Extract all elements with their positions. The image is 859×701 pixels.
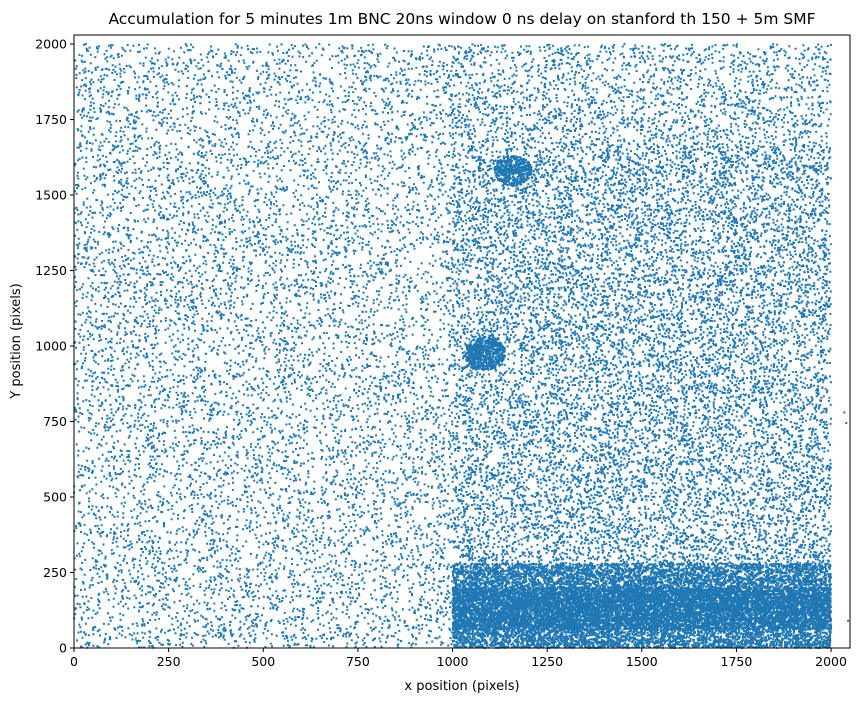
- outlier-point: [845, 422, 848, 425]
- x-tick-label: 0: [70, 654, 78, 669]
- x-tick-label: 750: [346, 654, 370, 669]
- chart-title: Accumulation for 5 minutes 1m BNC 20ns w…: [108, 10, 815, 28]
- y-tick-label: 750: [43, 414, 67, 429]
- x-tick-label: 250: [157, 654, 181, 669]
- x-tick-label: 1250: [531, 654, 563, 669]
- x-tick-label: 1500: [626, 654, 658, 669]
- outlier-point: [847, 619, 850, 622]
- outlier-point: [843, 411, 846, 414]
- scatter-points: [73, 43, 850, 650]
- x-tick-label: 1750: [721, 654, 753, 669]
- x-tick-label: 1000: [437, 654, 469, 669]
- x-axis-label: x position (pixels): [404, 679, 519, 694]
- y-tick-label: 500: [43, 490, 67, 505]
- y-tick-label: 1250: [35, 263, 67, 278]
- y-tick-label: 1500: [35, 188, 67, 203]
- plot-frame: [73, 34, 851, 649]
- axis-ticks: 0 250 500 750 1000 1250 1500 1750 2000 0 250 500 750…: [35, 37, 847, 669]
- x-tick-label: 500: [251, 654, 275, 669]
- y-tick-label: 0: [59, 641, 67, 656]
- y-tick-label: 250: [43, 565, 67, 580]
- y-tick-label: 1000: [35, 339, 67, 354]
- y-tick-label: 1750: [35, 112, 67, 127]
- y-axis-label: Y position (pixels): [9, 283, 24, 399]
- x-tick-label: 2000: [815, 654, 847, 669]
- scatter-points-path: [73, 43, 833, 650]
- y-tick-label: 2000: [35, 37, 67, 52]
